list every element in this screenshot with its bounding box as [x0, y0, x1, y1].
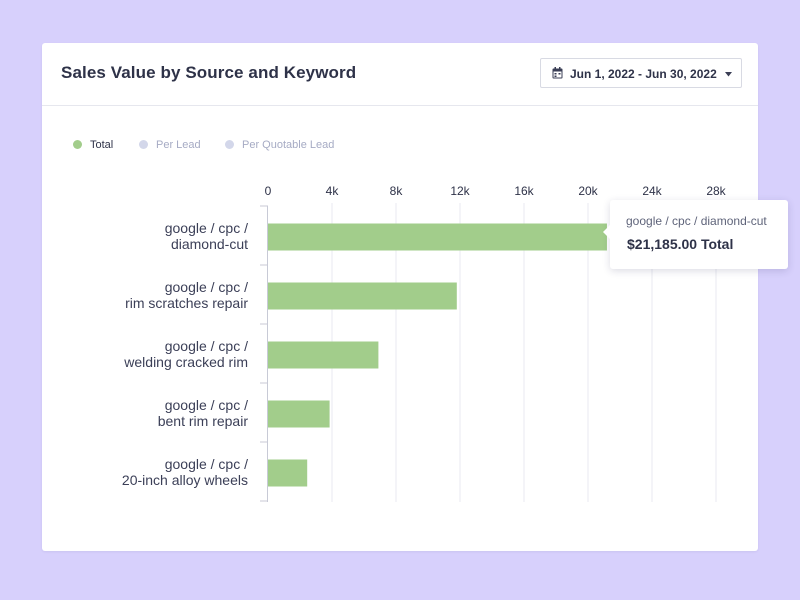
legend-label: Per Quotable Lead: [242, 139, 335, 151]
tooltip-value: $21,185.00 Total: [627, 236, 734, 252]
legend-dot-total: [73, 140, 82, 149]
x-tick-label: 16k: [514, 184, 534, 198]
bar: [268, 223, 607, 251]
chart-card: Sales Value by Source and Keyword Jun 1,…: [42, 43, 788, 551]
category-label: google / cpc /: [165, 397, 248, 413]
calendar-icon: [552, 67, 563, 79]
bar: [268, 459, 308, 487]
tooltip-arrow: [603, 225, 610, 239]
x-tick-label: 4k: [326, 184, 340, 198]
legend-label: Total: [90, 139, 114, 151]
card-header: Sales Value by Source and Keyword Jun 1,…: [42, 43, 758, 106]
x-tick-label: 12k: [450, 184, 470, 198]
x-tick-label: 0: [265, 184, 272, 198]
category-label: diamond-cut: [171, 236, 248, 252]
category-label: 20-inch alloy wheels: [122, 472, 248, 488]
caret-down-icon: [725, 72, 732, 77]
x-tick-label: 28k: [706, 184, 726, 198]
date-range-picker[interactable]: Jun 1, 2022 - Jun 30, 2022: [540, 58, 742, 88]
bar-tooltip: google / cpc / diamond-cut $21,185.00 To…: [603, 200, 788, 269]
category-label: google / cpc /: [165, 456, 248, 472]
category-label: welding cracked rim: [123, 354, 248, 370]
bar: [268, 341, 379, 369]
category-label: google / cpc /: [165, 220, 248, 236]
chart-title: Sales Value by Source and Keyword: [61, 63, 357, 82]
bar: [268, 400, 330, 428]
x-tick-label: 24k: [642, 184, 662, 198]
legend-dot-per-quotable-lead: [225, 140, 234, 149]
x-tick-label: 8k: [390, 184, 404, 198]
category-label: google / cpc /: [165, 279, 248, 295]
category-label: google / cpc /: [165, 338, 248, 354]
bar: [268, 282, 457, 310]
legend-label: Per Lead: [156, 139, 201, 151]
category-label: bent rim repair: [158, 413, 249, 429]
tooltip-label: google / cpc / diamond-cut: [626, 214, 767, 228]
date-range-label: Jun 1, 2022 - Jun 30, 2022: [570, 67, 717, 81]
x-tick-label: 20k: [578, 184, 598, 198]
category-label: rim scratches repair: [125, 295, 248, 311]
legend-dot-per-lead: [139, 140, 148, 149]
